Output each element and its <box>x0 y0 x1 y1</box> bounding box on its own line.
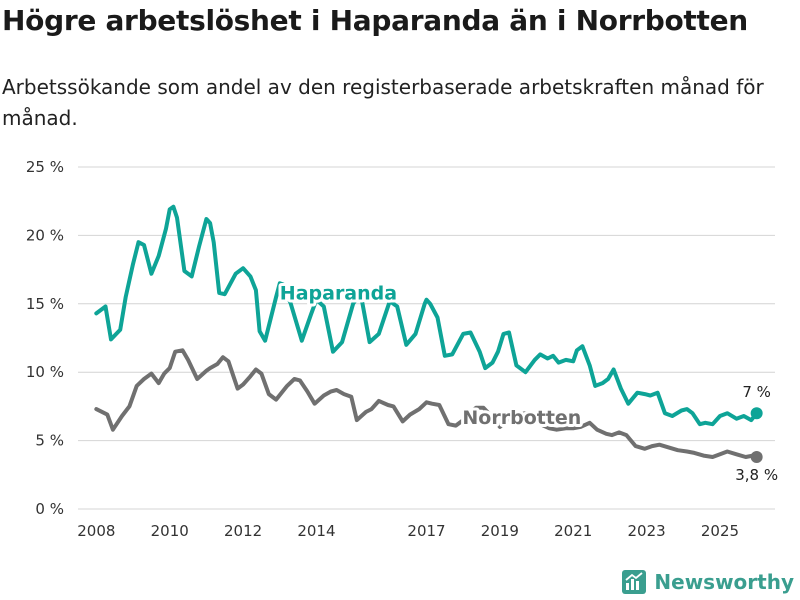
series-labels: 7 % Haparanda 3,8 % Norrbotten <box>277 280 778 484</box>
x-tick-label: 2019 <box>481 522 519 540</box>
chart-subtitle: Arbetssökande som andel av den registerb… <box>2 75 764 130</box>
x-tick-label: 2025 <box>701 522 739 540</box>
y-tick-label: 15 % <box>26 295 64 313</box>
grid <box>78 166 775 510</box>
series-lines <box>94 204 763 464</box>
series-line-haparanda <box>94 204 759 427</box>
end-value-label-haparanda: 7 % <box>742 383 771 401</box>
x-tick-label: 2017 <box>407 522 445 540</box>
y-tick-label: 5 % <box>35 432 64 450</box>
newsworthy-logo[interactable]: Newsworthy <box>622 570 794 594</box>
x-tick-label: 2010 <box>151 522 189 540</box>
series-label-haparanda: Haparanda <box>280 283 397 305</box>
x-tick-label: 2021 <box>554 522 592 540</box>
end-point-haparanda <box>750 407 763 420</box>
x-tick-label: 2008 <box>77 522 115 540</box>
y-tick-label: 10 % <box>26 363 64 381</box>
y-tick-label: 25 % <box>26 158 64 176</box>
brand-name: Newsworthy <box>654 570 794 594</box>
x-axis-ticks: 2008 2010 2012 2014 2017 2019 2021 2023 2025 <box>77 522 739 540</box>
y-tick-label: 0 % <box>35 500 64 518</box>
bar-chart-logo-icon <box>622 570 647 594</box>
x-tick-label: 2023 <box>628 522 666 540</box>
x-tick-label: 2014 <box>297 522 335 540</box>
end-point-norrbotten <box>750 451 763 464</box>
series-line-norrbotten <box>94 348 759 459</box>
y-axis-ticks: 0 % 5 % 10 % 15 % 20 % 25 % <box>26 158 64 518</box>
x-tick-label: 2012 <box>224 522 262 540</box>
end-value-label-norrbotten: 3,8 % <box>735 466 778 484</box>
series-label-norrbotten: Norrbotten <box>462 407 581 429</box>
y-tick-label: 20 % <box>26 226 64 244</box>
chart-title: Högre arbetslöshet i Haparanda än i Norr… <box>2 4 748 37</box>
